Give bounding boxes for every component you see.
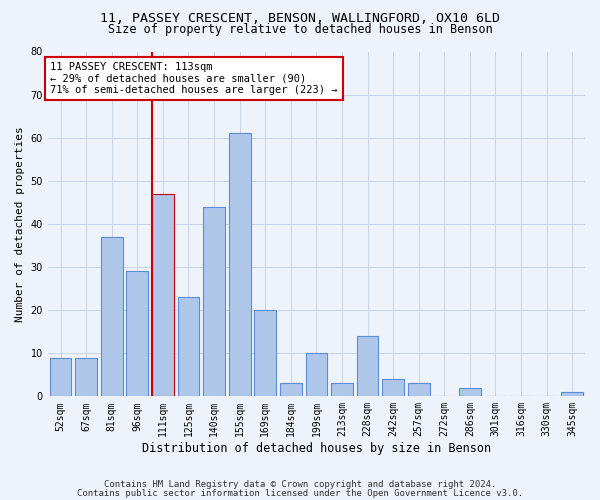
Bar <box>305 353 327 397</box>
Bar <box>280 384 302 396</box>
Bar <box>331 384 353 396</box>
Text: 11 PASSEY CRESCENT: 113sqm
← 29% of detached houses are smaller (90)
71% of semi: 11 PASSEY CRESCENT: 113sqm ← 29% of deta… <box>50 62 338 95</box>
Bar <box>50 358 71 397</box>
Bar <box>459 388 481 396</box>
Text: Size of property relative to detached houses in Benson: Size of property relative to detached ho… <box>107 22 493 36</box>
Bar <box>229 134 251 396</box>
Text: Contains HM Land Registry data © Crown copyright and database right 2024.: Contains HM Land Registry data © Crown c… <box>104 480 496 489</box>
Bar <box>254 310 276 396</box>
Bar <box>562 392 583 396</box>
Bar <box>127 272 148 396</box>
Text: Contains public sector information licensed under the Open Government Licence v3: Contains public sector information licen… <box>77 488 523 498</box>
Text: 11, PASSEY CRESCENT, BENSON, WALLINGFORD, OX10 6LD: 11, PASSEY CRESCENT, BENSON, WALLINGFORD… <box>100 12 500 26</box>
Bar <box>75 358 97 397</box>
Bar <box>382 379 404 396</box>
Bar <box>101 237 122 396</box>
Bar <box>152 194 174 396</box>
X-axis label: Distribution of detached houses by size in Benson: Distribution of detached houses by size … <box>142 442 491 455</box>
Bar <box>408 384 430 396</box>
Bar <box>203 206 225 396</box>
Y-axis label: Number of detached properties: Number of detached properties <box>15 126 25 322</box>
Bar <box>356 336 379 396</box>
Bar <box>178 297 199 396</box>
